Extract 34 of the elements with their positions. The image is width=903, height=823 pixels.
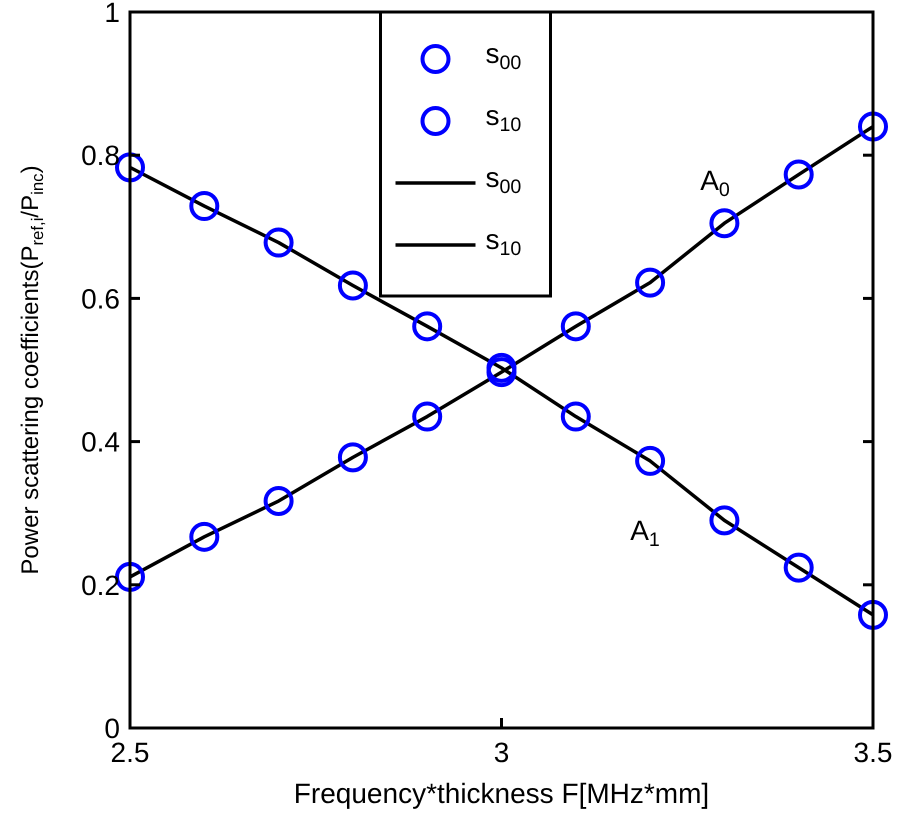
point — [189, 191, 220, 222]
point — [486, 357, 516, 388]
point — [635, 446, 666, 476]
point — [709, 208, 740, 238]
point — [412, 402, 442, 432]
y-tick-label: 1 — [104, 0, 120, 28]
legend-label: s$_{10}$ — [486, 100, 522, 136]
point — [560, 402, 591, 432]
point — [858, 600, 888, 630]
y-tick-label: 0.8 — [81, 140, 120, 172]
point — [635, 268, 666, 298]
y-tick-label: 0.2 — [81, 570, 120, 601]
point — [784, 552, 814, 583]
legend-label: s$_{00}$ — [486, 162, 522, 198]
point — [784, 160, 814, 190]
point — [264, 486, 294, 516]
y-tick-label: 0.4 — [81, 426, 120, 458]
annotation: A$_{1}$ — [630, 515, 660, 551]
legend-label: s$_{00}$ — [486, 38, 522, 74]
annotation: A$_{0}$ — [700, 165, 730, 201]
x-tick-label: 3 — [494, 737, 510, 768]
point — [486, 352, 516, 383]
point — [189, 522, 220, 552]
point — [709, 505, 740, 536]
point — [858, 112, 888, 142]
point — [264, 228, 294, 258]
x-axis-title: Frequency*thickness F[MHz*mm] — [294, 778, 710, 809]
legend-label: s$_{10}$ — [486, 224, 522, 260]
point — [338, 442, 368, 472]
point — [560, 311, 591, 342]
y-tick-label: 0.6 — [81, 283, 120, 314]
point — [338, 270, 368, 301]
point — [412, 311, 442, 342]
x-tick-label: 3.5 — [854, 737, 892, 768]
